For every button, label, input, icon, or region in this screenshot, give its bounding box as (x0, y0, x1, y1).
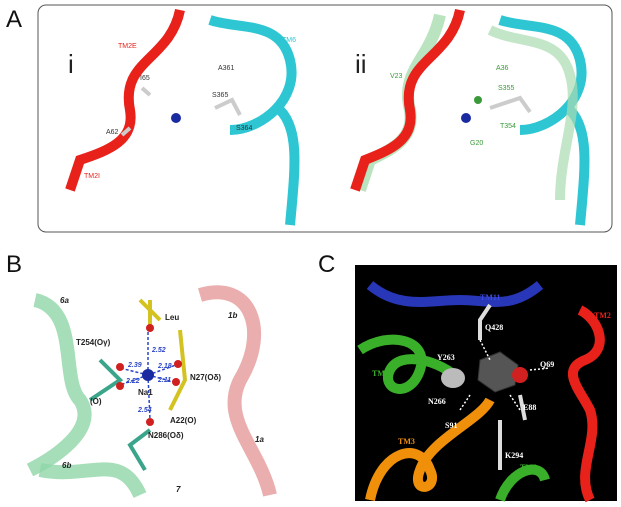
panel-c: TM11 TM2 Q428 Y263 TM7 Q69 N266 E88 S91 … (355, 265, 617, 503)
panel-a-i: i TM2E I65 A361 TM6 S365 A62 S364 TM2I (65, 8, 300, 226)
annotation: E88 (523, 403, 536, 412)
panel-frame (37, 4, 613, 233)
helix (26, 293, 92, 477)
annotation: A36 (496, 65, 509, 72)
annotation: S364 (236, 125, 252, 132)
panel-label: B (6, 251, 22, 278)
annotation: K294 (505, 451, 523, 460)
helix (487, 25, 578, 201)
annotation: 2.54 (137, 407, 152, 414)
annotation: TM6 (282, 37, 296, 44)
helix (366, 281, 544, 307)
annotation: Q428 (485, 323, 503, 332)
atom (116, 382, 124, 390)
atom (512, 367, 528, 383)
panel-label: A (6, 6, 22, 33)
annotation: 2.52 (151, 347, 166, 354)
panel-label: C (318, 251, 335, 278)
annotation: 1b (228, 311, 237, 320)
annotation: 1a (255, 435, 264, 444)
helix (495, 464, 550, 502)
annotation: G20 (470, 140, 483, 147)
annotation: S355 (498, 85, 514, 92)
annotation: 6a (60, 296, 69, 305)
annotation: I65 (140, 75, 150, 82)
residue (88, 358, 152, 472)
residue (489, 95, 532, 114)
annotation: 6b (62, 461, 71, 470)
helix (208, 15, 300, 226)
helix (365, 397, 495, 502)
panel-b: 6a Leu 1b T254(Oγ) 2.52 2.39 2.18 2.22 N… (26, 285, 277, 499)
ring (477, 351, 519, 393)
helix (357, 334, 464, 394)
annotation: A62 (106, 129, 119, 136)
annotation: (O) (90, 397, 102, 406)
helix (567, 305, 605, 503)
atom (174, 360, 182, 368)
annotation: TM2E (118, 43, 137, 50)
annotation: A361 (218, 65, 234, 72)
residue (478, 303, 527, 470)
residue (120, 86, 242, 137)
ion (171, 113, 181, 123)
annotation: N27(Oδ) (190, 373, 221, 382)
ion (142, 369, 154, 381)
annotation: Na1 (138, 388, 153, 397)
annotation: 2.18 (157, 363, 172, 370)
annotation: T354 (500, 123, 516, 130)
helix (197, 285, 277, 497)
annotation: 2.39 (127, 362, 142, 369)
subpanel-label: i (68, 49, 74, 79)
annotation: Leu (165, 313, 179, 322)
annotation: 2.11 (157, 377, 171, 384)
annotation: TM11 (480, 293, 500, 302)
annotation: TM7 (372, 369, 389, 378)
annotation: S91 (445, 421, 457, 430)
annotation: TM8 (520, 463, 537, 472)
helix (38, 462, 147, 499)
annotation: V23 (390, 73, 403, 80)
annotation: N266 (428, 397, 446, 406)
annotation: Q69 (540, 360, 554, 369)
annotation: TM3 (398, 437, 415, 446)
atom (146, 324, 154, 332)
annotation: TM2 (594, 311, 611, 320)
atom (441, 368, 465, 388)
annotation: N286(Oδ) (148, 431, 184, 440)
ion (461, 113, 471, 123)
helix (65, 8, 185, 192)
subpanel-label: ii (355, 49, 367, 79)
annotation: S365 (212, 92, 228, 99)
atom (146, 418, 154, 426)
bond (119, 330, 177, 421)
panel-a-ii: ii V23 A36 S355 G20 T354 (350, 8, 590, 226)
annotation: Y263 (437, 353, 455, 362)
annotation: TM2I (84, 173, 100, 180)
annotation: 7 (176, 485, 181, 494)
ion (474, 96, 482, 104)
helix (350, 8, 465, 192)
annotation: T254(Oγ) (76, 338, 111, 347)
atom (172, 378, 180, 386)
atom (116, 363, 124, 371)
annotation: 2.22 (125, 378, 140, 385)
annotation: A22(O) (170, 416, 197, 425)
